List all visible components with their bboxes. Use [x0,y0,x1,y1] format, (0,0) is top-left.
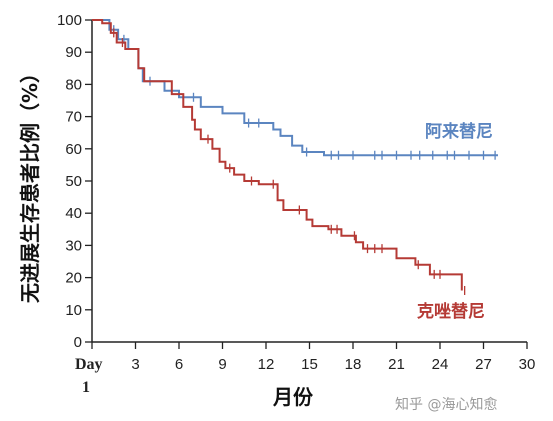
x-tick-label-day: Day [75,356,103,373]
x-tick-label: 9 [218,356,226,373]
y-tick-label: 70 [65,109,82,126]
y-tick-label: 30 [65,237,82,254]
y-axis-title: 无进展生存患者比例（%） [18,63,42,303]
series-line [92,19,463,291]
x-tick-label: 18 [345,356,362,373]
y-tick-label: 50 [65,173,82,190]
series-1 [92,19,466,295]
x-tick-label: 3 [131,356,139,373]
series-0 [92,19,498,160]
series-label-crizotinib: 克唑替尼 [417,301,485,322]
x-tick-label: 27 [475,356,492,373]
y-tick-label: 80 [65,76,82,93]
y-tick-label: 60 [65,141,82,158]
x-axis-title: 月份 [272,385,314,409]
y-tick-label: 10 [65,302,82,319]
x-tick-label: 6 [175,356,183,373]
x-tick-label: 12 [258,356,275,373]
series-line [92,19,498,157]
x-ticks: Day 1 3 6 9 12 15 18 21 24 27 30 [75,342,535,396]
watermark: 知乎 @海心知愈 [395,396,497,413]
x-tick-label: 15 [301,356,318,373]
series-label-alectinib: 阿来替尼 [425,121,493,142]
series-layer [92,19,498,295]
y-ticks: 0 10 20 30 40 50 60 70 80 90 100 [57,12,92,351]
y-tick-label: 40 [65,205,82,222]
x-tick-label: 21 [388,356,405,373]
x-axis: Day 1 3 6 9 12 15 18 21 24 27 30 [75,341,535,396]
x-tick-label: 24 [432,356,449,373]
y-axis: 0 10 20 30 40 50 60 70 80 90 100 [57,12,93,351]
y-tick-label: 0 [74,334,82,351]
y-tick-label: 100 [57,12,82,29]
y-tick-label: 90 [65,44,82,61]
x-tick-sublabel: 1 [82,379,90,396]
x-tick-label: 30 [519,356,536,373]
y-tick-label: 20 [65,270,82,287]
